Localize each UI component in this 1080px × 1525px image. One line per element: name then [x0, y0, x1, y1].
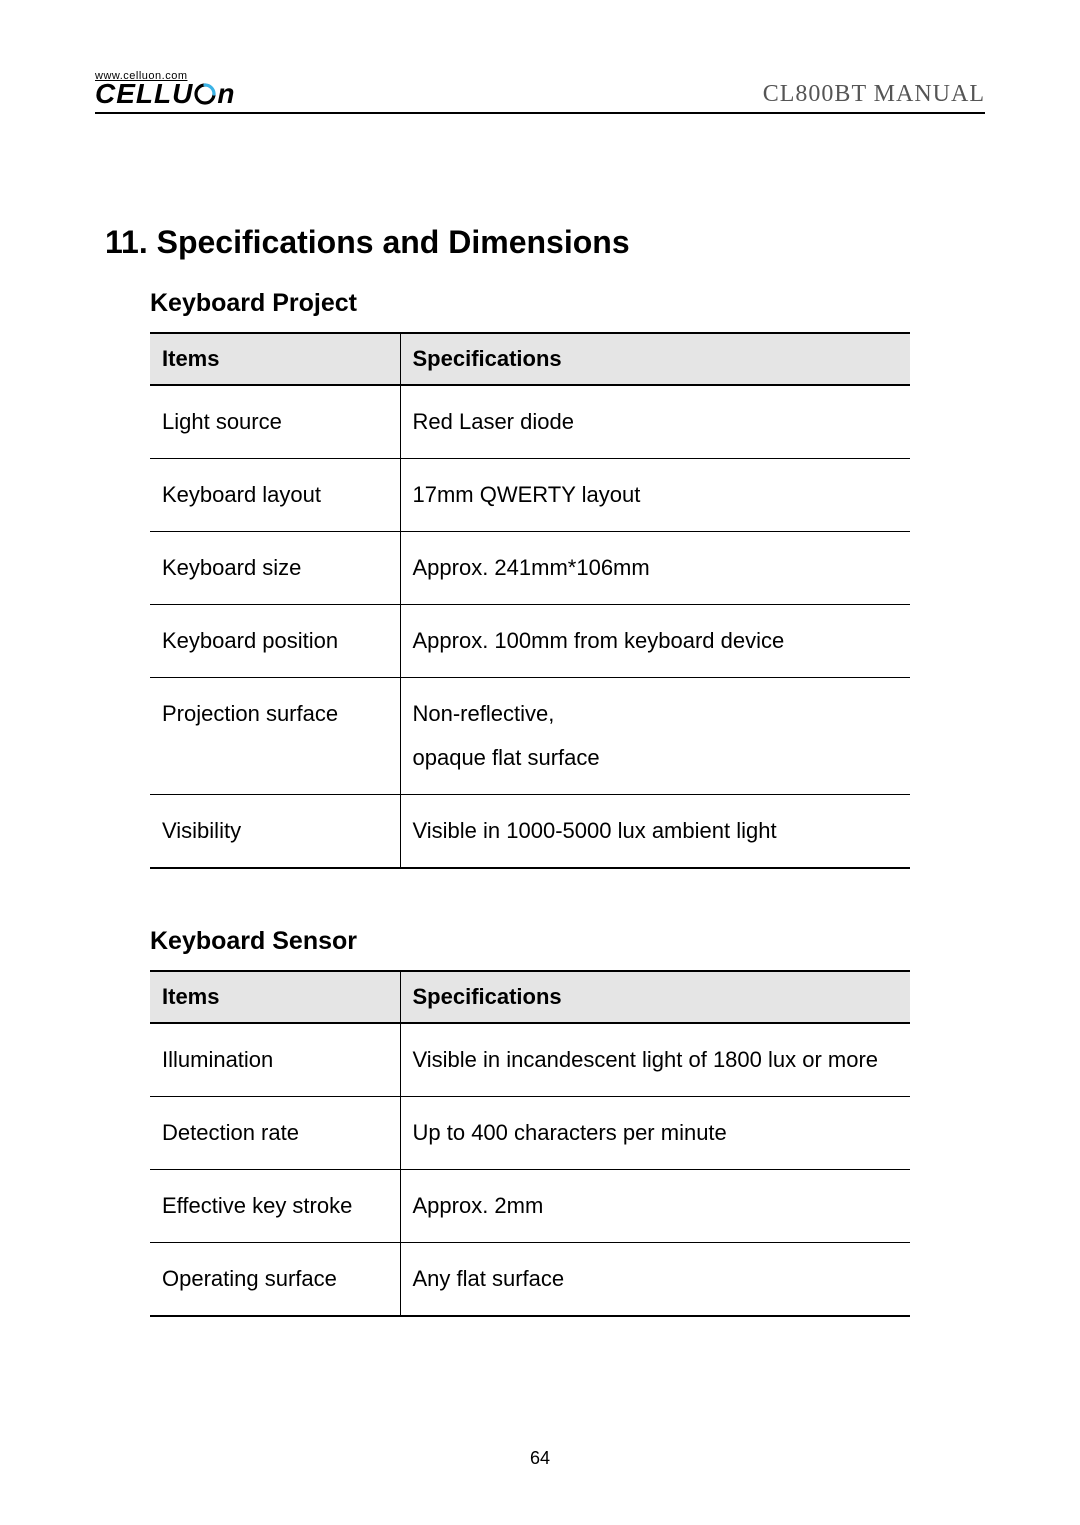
- cell-item: Effective key stroke: [150, 1170, 400, 1243]
- table-header-row: Items Specifications: [150, 333, 910, 385]
- cell-item: Keyboard size: [150, 532, 400, 605]
- table2-title: Keyboard Sensor: [150, 927, 985, 956]
- col-header-items: Items: [150, 971, 400, 1023]
- brand-logo: www.celluon.com CELLU n: [95, 70, 235, 108]
- cell-spec: Visible in incandescent light of 1800 lu…: [400, 1023, 910, 1097]
- keyboard-sensor-table: Items Specifications Illumination Visibl…: [150, 970, 910, 1317]
- page-number: 64: [0, 1448, 1080, 1469]
- table-row: Keyboard size Approx. 241mm*106mm: [150, 532, 910, 605]
- section-title: 11. Specifications and Dimensions: [95, 224, 985, 261]
- brand-text-left: CELLU: [95, 80, 193, 108]
- document-page: www.celluon.com CELLU n CL800BT MANUAL 1…: [0, 0, 1080, 1435]
- col-header-specs: Specifications: [400, 333, 910, 385]
- page-header: www.celluon.com CELLU n CL800BT MANUAL: [95, 70, 985, 114]
- brand-wordmark: CELLU n: [95, 80, 235, 108]
- table-row: Detection rate Up to 400 characters per …: [150, 1097, 910, 1170]
- cell-spec: Non-reflective,opaque flat surface: [400, 678, 910, 795]
- cell-item: Visibility: [150, 795, 400, 869]
- table-row: Visibility Visible in 1000-5000 lux ambi…: [150, 795, 910, 869]
- cell-item: Detection rate: [150, 1097, 400, 1170]
- keyboard-project-table: Items Specifications Light source Red La…: [150, 332, 910, 869]
- brand-o-icon: [194, 83, 216, 105]
- table-row: Light source Red Laser diode: [150, 385, 910, 459]
- cell-item: Projection surface: [150, 678, 400, 795]
- cell-spec: Up to 400 characters per minute: [400, 1097, 910, 1170]
- col-header-items: Items: [150, 333, 400, 385]
- table1-title: Keyboard Project: [150, 289, 985, 318]
- table-row: Operating surface Any flat surface: [150, 1243, 910, 1317]
- cell-spec: 17mm QWERTY layout: [400, 459, 910, 532]
- cell-spec: Any flat surface: [400, 1243, 910, 1317]
- table-row: Effective key stroke Approx. 2mm: [150, 1170, 910, 1243]
- table-header-row: Items Specifications: [150, 971, 910, 1023]
- cell-spec: Approx. 241mm*106mm: [400, 532, 910, 605]
- cell-item: Light source: [150, 385, 400, 459]
- cell-spec: Red Laser diode: [400, 385, 910, 459]
- cell-item: Keyboard layout: [150, 459, 400, 532]
- cell-spec: Visible in 1000-5000 lux ambient light: [400, 795, 910, 869]
- cell-spec: Approx. 100mm from keyboard device: [400, 605, 910, 678]
- manual-title: CL800BT MANUAL: [763, 81, 985, 108]
- cell-item: Keyboard position: [150, 605, 400, 678]
- cell-item: Illumination: [150, 1023, 400, 1097]
- cell-spec: Approx. 2mm: [400, 1170, 910, 1243]
- cell-item: Operating surface: [150, 1243, 400, 1317]
- col-header-specs: Specifications: [400, 971, 910, 1023]
- table-row: Illumination Visible in incandescent lig…: [150, 1023, 910, 1097]
- table-row: Keyboard position Approx. 100mm from key…: [150, 605, 910, 678]
- table-row: Keyboard layout 17mm QWERTY layout: [150, 459, 910, 532]
- brand-text-right: n: [217, 80, 235, 108]
- table-row: Projection surface Non-reflective,opaque…: [150, 678, 910, 795]
